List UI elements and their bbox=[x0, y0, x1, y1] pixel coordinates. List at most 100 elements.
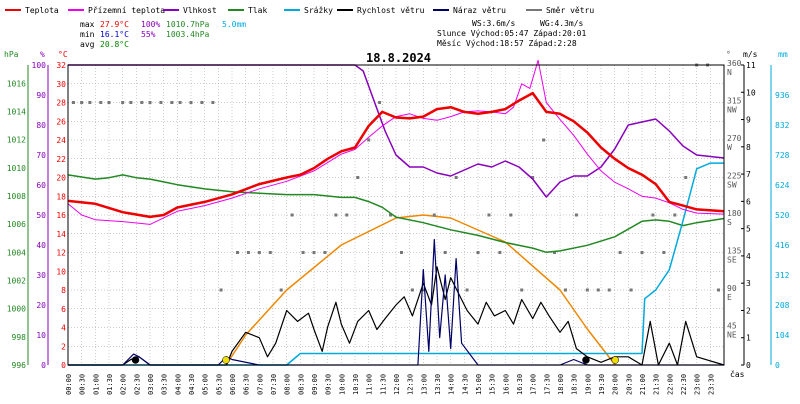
wind-dir-tick-label: N bbox=[727, 68, 732, 77]
wind-speed-tick-label: 9 bbox=[746, 116, 751, 125]
wind-dir-point bbox=[509, 213, 513, 217]
x-tick-label: 11:00 bbox=[366, 374, 374, 395]
wind-dir-point bbox=[717, 288, 721, 292]
pressure-axis-tick-label: 1002 bbox=[7, 276, 26, 285]
legend: Teplota Přízemní teplota Vlhkost Tlak Srážky… bbox=[5, 6, 594, 15]
wind-speed-tick-label: 11 bbox=[746, 61, 756, 70]
series-pressure bbox=[67, 174, 725, 254]
pressure-axis-tick-label: 1016 bbox=[7, 79, 26, 88]
wind-dir-point bbox=[553, 251, 557, 254]
wind-dir-point bbox=[88, 101, 92, 104]
x-tick-label: 18:30 bbox=[571, 374, 579, 395]
pressure-axis-tick-label: 996 bbox=[12, 361, 27, 370]
moon-info: Měsíc Východ:18:57 Západ:2:28 bbox=[437, 39, 577, 48]
wind-speed-tick-label: 4 bbox=[746, 252, 751, 261]
wind-dir-point bbox=[121, 101, 125, 104]
temperature-axis-tick-label: 16 bbox=[56, 211, 66, 220]
min-temp: 16.1°C bbox=[100, 30, 129, 39]
wind-dir-point bbox=[476, 251, 480, 254]
wind-speed-tick-label: 0 bbox=[746, 361, 751, 370]
wind-dir-tick-label: E bbox=[727, 293, 732, 302]
temperature-axis-tick-label: 30 bbox=[56, 80, 66, 89]
series-humidity bbox=[68, 64, 725, 198]
y-axes: 9969981000100210041006100810101012101410… bbox=[7, 59, 790, 370]
wind-dir-point bbox=[189, 101, 193, 104]
wind-dir-point bbox=[410, 288, 414, 292]
rain-tick-label: 0 bbox=[775, 361, 780, 370]
x-tick-label: 05:30 bbox=[215, 374, 223, 395]
temperature-axis-tick-label: 0 bbox=[61, 361, 66, 370]
x-tick-label: 00:00 bbox=[65, 374, 73, 395]
wind-dir-point bbox=[367, 138, 371, 142]
rain-tick-label: 728 bbox=[775, 151, 790, 160]
wind-dir-tick-label: 270 bbox=[727, 134, 742, 143]
wind-dir-point bbox=[312, 251, 316, 254]
wind-speed-tick-label: 1 bbox=[746, 334, 751, 343]
wind-dir-tick-label: SW bbox=[727, 181, 737, 190]
temperature-axis-tick-label: 22 bbox=[56, 155, 66, 164]
humidity-axis-tick-label: 100 bbox=[32, 61, 47, 70]
wind-dir-point bbox=[268, 251, 272, 254]
wind-speed-tick-label: 2 bbox=[746, 306, 751, 315]
series-temperature bbox=[67, 91, 725, 219]
max-hum: 100% bbox=[141, 20, 160, 29]
wind-dir-point bbox=[662, 251, 666, 254]
x-tick-label: 20:00 bbox=[612, 374, 620, 395]
sun-curve bbox=[225, 214, 616, 366]
wind-dir-point bbox=[279, 288, 283, 292]
temperature-axis-tick-label: 10 bbox=[56, 267, 66, 276]
min-hum: 55% bbox=[141, 30, 156, 39]
stats-block: max 27.9°C 100% 1010.7hPa 5.0mm min 16.1… bbox=[80, 20, 246, 49]
wind-dir-tick-label: 360 bbox=[727, 59, 742, 68]
wind-speed-tick-label: 7 bbox=[746, 170, 751, 179]
x-tick-label: 06:00 bbox=[229, 374, 237, 395]
wind-dir-point bbox=[159, 101, 163, 104]
wind-dir-point bbox=[443, 251, 447, 254]
wind-dir-point bbox=[520, 288, 524, 292]
wind-dir-tick-label: 135 bbox=[727, 247, 742, 256]
legend-item-label: Náraz větru bbox=[453, 6, 506, 15]
pressure-axis-tick-label: 1008 bbox=[7, 192, 26, 201]
pct-axis-header: % bbox=[40, 50, 45, 59]
wind-info: WS:3.6m/s WG:4.3m/s Slunce Východ:05:47 … bbox=[437, 19, 586, 48]
x-tick-label: 17:30 bbox=[543, 374, 551, 395]
x-tick-label: 15:30 bbox=[489, 374, 497, 395]
wind-speed-tick-label: 3 bbox=[746, 279, 751, 288]
series-ground-temp bbox=[67, 59, 725, 225]
wind-dir-tick-label: NE bbox=[727, 331, 737, 340]
temperature-axis-tick-label: 12 bbox=[56, 249, 66, 258]
x-tick-label: 10:30 bbox=[352, 374, 360, 395]
wind-dir-point bbox=[640, 251, 644, 254]
x-tick-label: 19:30 bbox=[598, 374, 606, 395]
wind-dir-point bbox=[454, 176, 458, 179]
wind-dir-point bbox=[235, 251, 239, 254]
x-tick-label: 03:30 bbox=[161, 374, 169, 395]
rain-tick-label: 624 bbox=[775, 181, 790, 190]
sun-info: Slunce Východ:05:47 Západ:20:01 bbox=[437, 29, 586, 38]
avg-label: avg bbox=[80, 40, 95, 49]
x-tick-label: 14:30 bbox=[461, 374, 469, 395]
x-tick-label: 13:00 bbox=[420, 374, 428, 395]
wind-dir-point bbox=[219, 288, 223, 292]
legend-item-label: Směr větru bbox=[546, 6, 594, 15]
wind-dir-point bbox=[673, 213, 677, 217]
x-tick-label: 18:00 bbox=[557, 374, 565, 395]
x-tick-label: 19:00 bbox=[584, 374, 592, 395]
moonrise-marker bbox=[582, 356, 590, 364]
wind-dir-point bbox=[301, 251, 305, 254]
pressure-axis-tick-label: 1010 bbox=[7, 164, 26, 173]
x-tick-label: 07:00 bbox=[256, 374, 264, 395]
wind-dir-point bbox=[618, 251, 622, 254]
wind-dir-tick-label: 225 bbox=[727, 172, 742, 181]
x-tick-label: 13:30 bbox=[434, 374, 442, 395]
wind-dir-point bbox=[356, 176, 360, 179]
plot-frame bbox=[67, 64, 725, 366]
markers-layer bbox=[131, 356, 619, 364]
temperature-axis-tick-label: 24 bbox=[56, 136, 66, 145]
sunset-marker bbox=[611, 356, 619, 364]
humidity-axis-tick-label: 30 bbox=[36, 271, 46, 280]
x-tick-label: 01:30 bbox=[106, 374, 114, 395]
temperature-axis-tick-label: 26 bbox=[56, 117, 66, 126]
max-temp: 27.9°C bbox=[100, 20, 129, 29]
